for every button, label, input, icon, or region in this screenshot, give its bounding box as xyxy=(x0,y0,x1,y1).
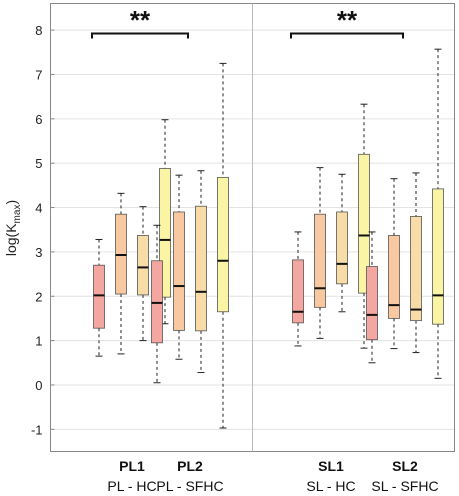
y-axis-label: log(Kmax) xyxy=(3,200,23,256)
boxes-layer xyxy=(93,48,444,429)
y-tick-label: 5 xyxy=(35,156,42,171)
y-tick-label: -1 xyxy=(31,422,43,437)
box-iqr xyxy=(432,188,444,325)
y-tick-label: 2 xyxy=(35,289,42,304)
group-sublabel: SL - HC xyxy=(306,478,355,494)
significance-bracket xyxy=(91,32,189,39)
group-label: PL1 xyxy=(119,458,145,474)
group-sublabel: SL - SFHC xyxy=(371,478,438,494)
significance-label: ** xyxy=(337,5,358,35)
box-iqr xyxy=(358,153,370,294)
y-tick-label: 8 xyxy=(35,23,42,38)
box-iqr xyxy=(217,176,229,313)
labels-layer: log(Kmax) -1 0 1 2 3 4 5 6 7 8 PL1 PL - HC PL2 PL - S… xyxy=(3,5,439,494)
group-label: SL1 xyxy=(318,458,344,474)
axes-layer xyxy=(50,3,455,452)
y-tick-label: 4 xyxy=(35,201,42,216)
group-label: PL2 xyxy=(177,458,203,474)
box-iqr xyxy=(314,213,326,308)
y-tick-label: 6 xyxy=(35,112,42,127)
box-iqr xyxy=(388,235,400,319)
box-iqr xyxy=(292,259,304,324)
box-iqr xyxy=(137,235,149,296)
box-iqr xyxy=(195,205,207,332)
box-iqr xyxy=(336,211,348,285)
group-label: SL2 xyxy=(392,458,418,474)
group-sublabel: PL - SFHC xyxy=(156,478,223,494)
box-iqr xyxy=(410,216,422,322)
box-iqr xyxy=(173,211,185,331)
significance-label: ** xyxy=(130,5,151,35)
y-tick-label: 7 xyxy=(35,67,42,82)
box-iqr xyxy=(366,266,378,341)
y-tick-label: 1 xyxy=(35,334,42,349)
significance-bracket xyxy=(290,32,404,39)
y-tick-label: 3 xyxy=(35,245,42,260)
y-tick-label: 0 xyxy=(35,378,42,393)
group-sublabel: PL - HC xyxy=(107,478,156,494)
box-iqr xyxy=(159,168,171,298)
box-iqr xyxy=(93,264,105,329)
box-iqr xyxy=(151,260,163,344)
